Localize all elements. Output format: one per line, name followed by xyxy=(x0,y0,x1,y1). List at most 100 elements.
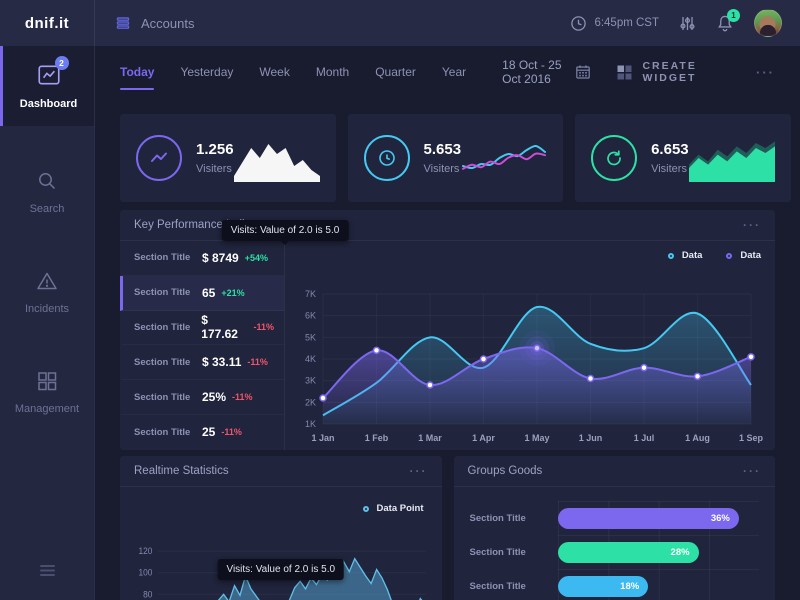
bar-track: 36% xyxy=(557,501,759,535)
group-bar-row[interactable]: Section Title 36% xyxy=(469,501,759,535)
svg-text:4K: 4K xyxy=(305,354,316,364)
sidebar-item-search[interactable]: Search xyxy=(0,156,94,228)
legend-ring-icon xyxy=(726,252,733,259)
filter-bar: Today Yesterday Week Month Quarter Year … xyxy=(120,46,775,98)
notifications-button[interactable]: 1 xyxy=(716,8,740,33)
tab-today[interactable]: Today xyxy=(120,47,155,97)
sidebar: 2 Dashboard Search Incidents Management xyxy=(0,46,95,600)
kpi-row-label: Section Title xyxy=(134,252,191,264)
kpi-row-delta: -11% xyxy=(232,392,253,403)
kpi-row-label: Section Title xyxy=(134,426,191,438)
group-bar-row[interactable]: Section Title 28% xyxy=(469,535,759,569)
tab-year[interactable]: Year xyxy=(441,65,467,79)
search-icon xyxy=(35,169,59,193)
group-bar-row[interactable]: Section Title 18% xyxy=(469,569,759,600)
svg-text:6K: 6K xyxy=(305,311,316,321)
stat-card-visitors-3[interactable]: 6.653 Visiters xyxy=(575,114,791,202)
sidebar-item-label: Dashboard xyxy=(19,98,78,110)
kpi-row[interactable]: Section Title 25% -11% xyxy=(120,380,284,415)
accounts-menu[interactable]: Accounts xyxy=(115,15,194,31)
kpi-row-value: $ 177.62 xyxy=(201,313,238,342)
user-avatar[interactable] xyxy=(754,9,782,37)
legend-label: Data Point xyxy=(376,503,424,514)
progress-bar: 28% xyxy=(557,542,699,563)
topbar: dnif.it Accounts 6:45pm CST 1 xyxy=(0,0,800,46)
bar-track: 28% xyxy=(557,535,759,569)
realtime-chart[interactable]: Data Point 120 100 80 Visits: Value of 2.0… xyxy=(120,503,442,600)
list-icon xyxy=(115,15,131,31)
kpi-row[interactable]: Section Title $ 33.11 -11% xyxy=(120,345,284,381)
stat-cards-row: 1.256 Visiters 5.653 Visiters xyxy=(120,114,791,202)
legend-item-data-1[interactable]: Data xyxy=(667,250,702,261)
sidebar-item-label: Management xyxy=(14,403,80,415)
date-range-label: 18 Oct - 25 Oct 2016 xyxy=(502,58,562,86)
stat-card-visitors-1[interactable]: 1.256 Visiters xyxy=(120,114,336,202)
more-options-icon[interactable]: ··· xyxy=(743,218,761,232)
realtime-statistics-panel: Realtime Statistics ··· Data Point 120 10… xyxy=(120,456,442,600)
accounts-label: Accounts xyxy=(141,15,195,31)
sidebar-item-label: Incidents xyxy=(24,303,70,315)
sidebar-collapse-button[interactable] xyxy=(0,564,95,582)
kpi-line-chart[interactable]: Data Data 1K 2K 3K 4K 5K 6K 7K 1 Jan 1 Feb 1 Mar 1… xyxy=(221,220,775,450)
date-range-picker[interactable]: 18 Oct - 25 Oct 2016 xyxy=(502,58,591,86)
kpi-chart-svg: 1K 2K 3K 4K 5K 6K 7K 1 Jan 1 Feb 1 Mar 1 Apr 1 May 1… xyxy=(305,289,763,443)
svg-text:1 Mar: 1 Mar xyxy=(418,433,442,443)
more-options-icon[interactable]: ··· xyxy=(409,464,428,478)
sidebar-item-dashboard[interactable]: 2 Dashboard xyxy=(0,46,94,126)
stat-card-visitors-2[interactable]: 5.653 Visiters xyxy=(347,114,564,202)
kpi-row[interactable]: Section Title 25 -11% xyxy=(120,415,284,450)
tab-yesterday[interactable]: Yesterday xyxy=(180,65,234,79)
logo-box[interactable]: dnif.it xyxy=(0,0,95,46)
legend-item-data-2[interactable]: Data xyxy=(726,250,761,261)
kpi-row-delta: -11% xyxy=(253,322,274,333)
bar-track: 18% xyxy=(557,569,759,600)
sparkline-chart xyxy=(462,144,547,170)
time-label: 6:45pm CST xyxy=(594,17,659,29)
kpi-row-label: Section Title xyxy=(134,391,191,403)
stat-value: 5.653 xyxy=(423,141,462,158)
group-label: Section Title xyxy=(469,546,526,558)
tab-week[interactable]: Week xyxy=(259,65,290,79)
kpi-row-delta: -11% xyxy=(247,357,268,368)
main-content: Today Yesterday Week Month Quarter Year … xyxy=(95,46,800,600)
calendar-icon xyxy=(575,64,591,80)
kpi-row-label: Section Title xyxy=(134,321,191,333)
sidebar-item-incidents[interactable]: Incidents xyxy=(0,256,94,328)
sparkline-chart xyxy=(688,141,775,182)
dashboard-chart-icon: 2 xyxy=(36,56,69,88)
kpi-row-selected[interactable]: Section Title 65 +21% xyxy=(120,275,284,311)
svg-text:5K: 5K xyxy=(305,332,316,342)
kpi-row[interactable]: Section Title $ 177.62 -11% xyxy=(120,311,284,346)
svg-text:120: 120 xyxy=(139,546,153,556)
settings-sliders-button[interactable] xyxy=(679,15,696,32)
notification-badge: 1 xyxy=(727,8,740,22)
chart-tooltip: Visits: Value of 2.0 is 5.0 xyxy=(217,559,345,580)
legend-ring-icon xyxy=(667,252,674,259)
sidebar-item-label: Search xyxy=(29,203,65,215)
create-widget-label: CREATE WIDGET xyxy=(642,60,697,84)
groups-panel-header: Groups Goods ··· xyxy=(453,456,775,487)
svg-text:1 Apr: 1 Apr xyxy=(472,433,495,443)
svg-text:100: 100 xyxy=(139,567,153,577)
topbar-right: 6:45pm CST 1 xyxy=(570,8,782,37)
stat-value: 6.653 xyxy=(651,141,689,158)
groups-panel-title: Groups Goods xyxy=(467,465,543,477)
svg-text:3K: 3K xyxy=(305,376,316,386)
legend-ring-icon xyxy=(362,505,369,512)
widget-grid-icon xyxy=(617,65,632,80)
more-options-icon[interactable]: ··· xyxy=(743,464,761,478)
realtime-panel-header: Realtime Statistics ··· xyxy=(120,456,442,487)
more-options-icon[interactable]: ··· xyxy=(756,64,775,80)
svg-text:1 Jul: 1 Jul xyxy=(634,433,655,443)
tab-quarter[interactable]: Quarter xyxy=(375,65,416,79)
create-widget-button[interactable]: CREATE WIDGET xyxy=(617,60,708,84)
group-label: Section Title xyxy=(469,512,526,524)
group-label: Section Title xyxy=(469,580,526,592)
kpi-row[interactable]: Section Title $ 8749 +54% xyxy=(120,241,284,276)
trend-line-icon xyxy=(136,135,182,181)
legend-item-data-point[interactable]: Data Point xyxy=(362,503,424,514)
stat-label: Visiters xyxy=(651,163,687,175)
svg-text:80: 80 xyxy=(143,589,152,599)
tab-month[interactable]: Month xyxy=(315,65,350,79)
sidebar-item-management[interactable]: Management xyxy=(0,356,94,428)
